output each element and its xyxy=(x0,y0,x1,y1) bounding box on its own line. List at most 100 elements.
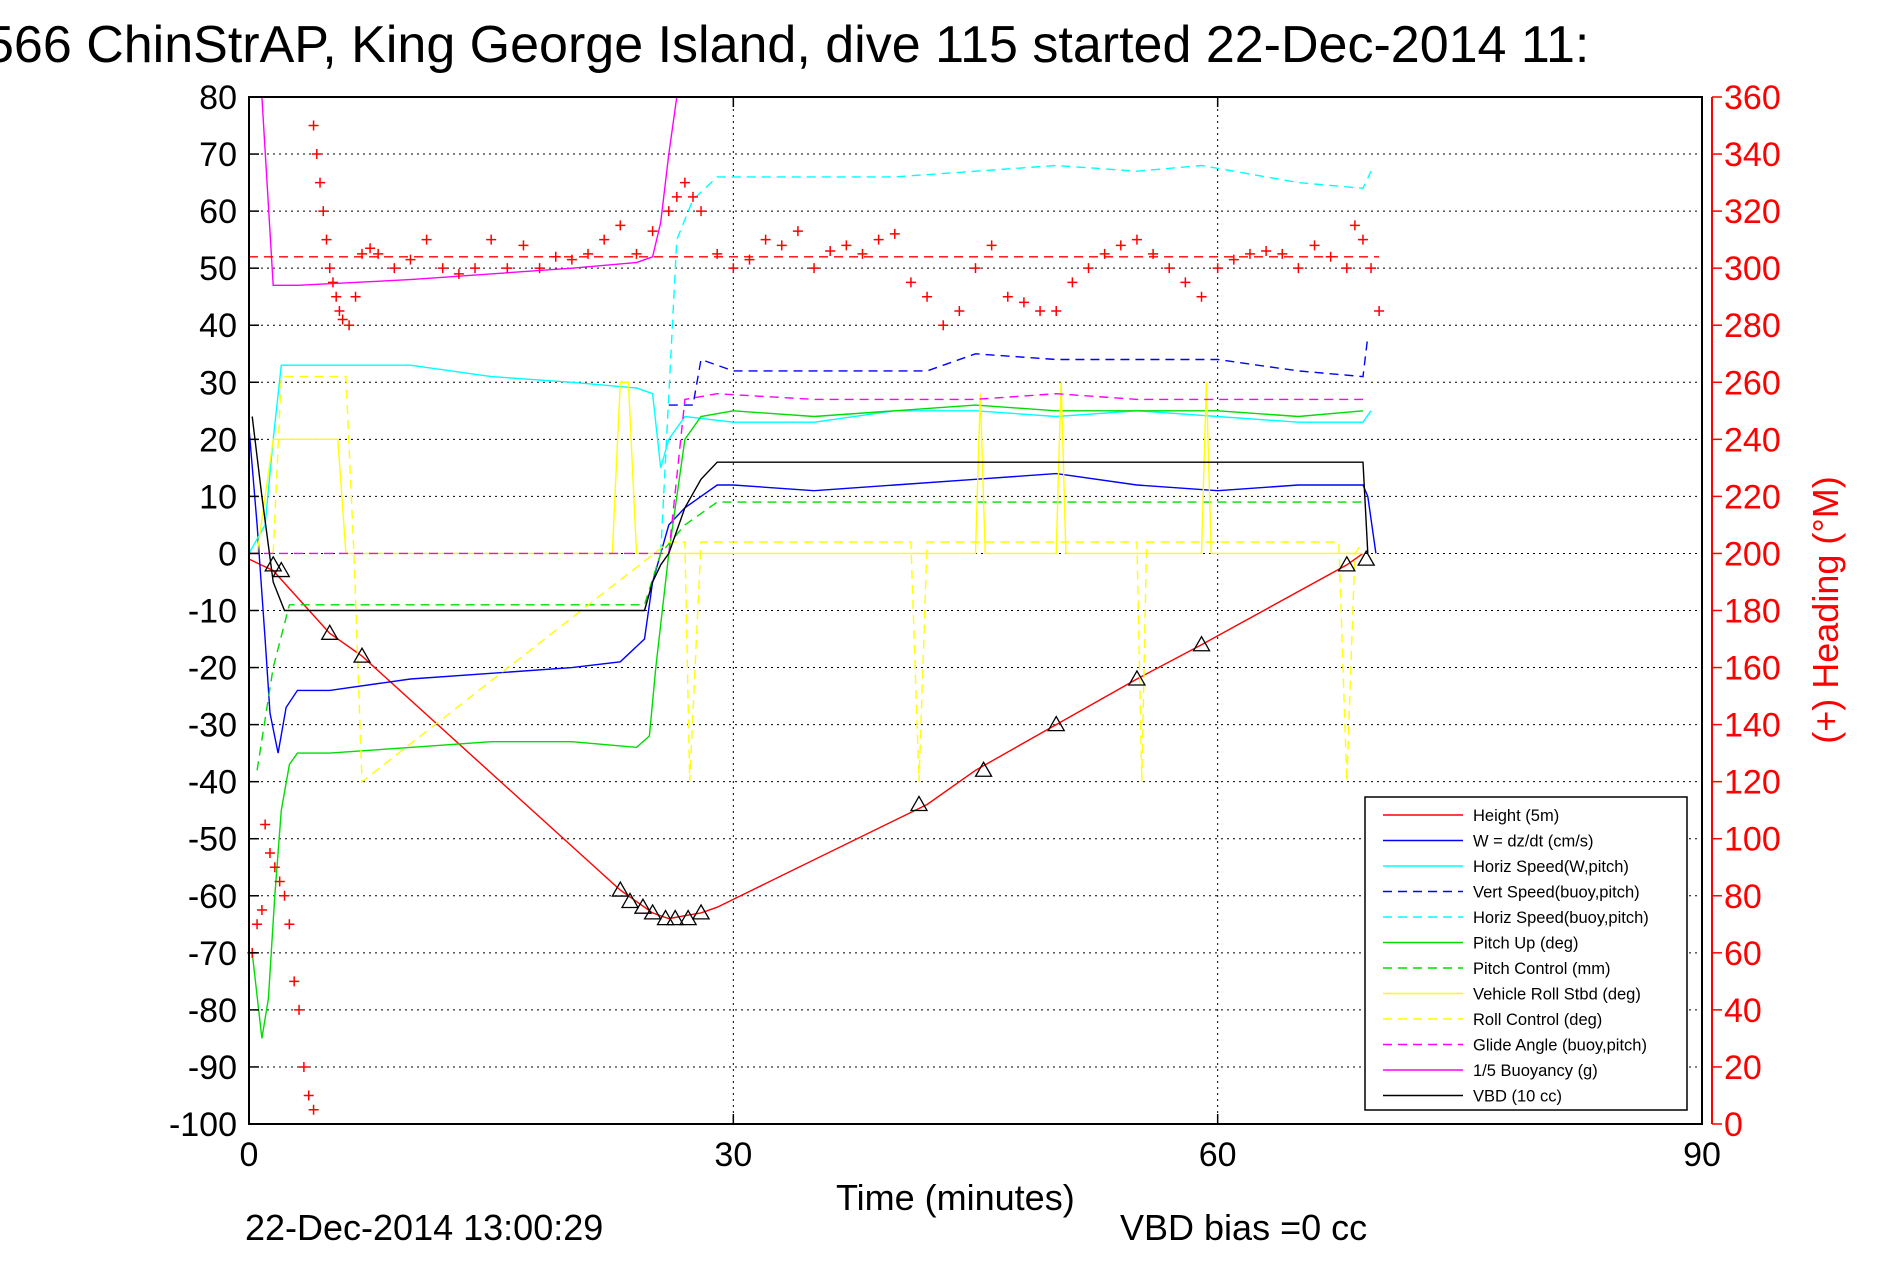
right-y-tick-label: 300 xyxy=(1724,250,1781,288)
y-tick-label: 10 xyxy=(199,478,237,516)
heading-marker xyxy=(389,263,400,274)
heading-marker xyxy=(486,234,497,245)
heading-marker xyxy=(1357,234,1368,245)
heading-marker xyxy=(289,976,300,987)
heading-marker xyxy=(350,291,361,302)
series-line-0 xyxy=(248,552,1364,920)
heading-marker xyxy=(986,240,997,251)
heading-marker xyxy=(437,263,448,274)
triangle-marker xyxy=(320,624,339,640)
heading-marker xyxy=(260,819,271,830)
series-line-10 xyxy=(261,96,678,286)
triangle-marker xyxy=(1127,669,1147,686)
y-tick-label: -60 xyxy=(188,878,237,916)
heading-marker xyxy=(1212,263,1223,274)
triangle-marker xyxy=(691,903,711,920)
y-tick-label: -40 xyxy=(188,764,237,802)
legend-box xyxy=(1364,796,1688,1111)
legend-entry-label: Roll Control (deg) xyxy=(1473,1011,1602,1029)
heading-marker xyxy=(269,862,280,873)
series-line-4 xyxy=(660,164,1372,554)
x-tick-label: 0 xyxy=(240,1136,259,1174)
heading-marker xyxy=(954,305,965,316)
heading-marker xyxy=(922,291,933,302)
heading-marker xyxy=(825,246,836,257)
heading-marker xyxy=(1228,254,1239,265)
heading-marker xyxy=(583,248,594,259)
triangle-marker xyxy=(974,760,993,777)
heading-marker xyxy=(303,1090,314,1101)
triangle-marker xyxy=(633,897,653,914)
triangle-marker xyxy=(1337,555,1356,572)
x-tick-label: 60 xyxy=(1199,1136,1237,1174)
heading-marker xyxy=(318,206,329,217)
heading-marker xyxy=(1180,277,1191,288)
heading-marker xyxy=(470,263,481,274)
y-tick-label: -20 xyxy=(188,650,237,688)
right-y-tick-label: 0 xyxy=(1724,1106,1743,1144)
heading-marker xyxy=(1196,291,1207,302)
triangle-marker xyxy=(620,892,640,909)
heading-marker xyxy=(334,305,345,316)
heading-marker xyxy=(1051,305,1062,316)
right-y-tick-label: 200 xyxy=(1724,535,1781,573)
triangle-marker xyxy=(1192,635,1211,652)
series-line-5 xyxy=(251,404,1364,1039)
triangle-marker xyxy=(656,909,675,926)
y-tick-label: -30 xyxy=(188,707,237,745)
y-tick-label: -10 xyxy=(188,593,237,631)
heading-marker xyxy=(1366,263,1377,274)
y-tick-label: 60 xyxy=(199,193,237,231)
heading-marker xyxy=(631,248,642,259)
heading-marker xyxy=(421,234,432,245)
right-y-tick-label: 80 xyxy=(1724,878,1762,916)
legend: Height (5m) W = dz/dt (cm/s) Horiz Speed(W… xyxy=(1364,796,1688,1111)
legend-entry-label: VBD (10 cc) xyxy=(1473,1088,1562,1106)
heading-marker xyxy=(889,228,900,239)
y-tick-label: 20 xyxy=(199,421,237,459)
heading-marker xyxy=(873,234,884,245)
heading-marker xyxy=(311,149,322,160)
heading-marker xyxy=(405,254,416,265)
legend-entry-label: Vehicle Roll Stbd (deg) xyxy=(1473,986,1641,1004)
right-y-tick-label: 340 xyxy=(1724,136,1781,174)
heading-marker xyxy=(534,263,545,274)
heading-marker xyxy=(324,263,335,274)
heading-marker xyxy=(792,226,803,237)
y-tick-label: 0 xyxy=(218,535,237,573)
heading-marker xyxy=(453,268,464,279)
y-tick-label: -80 xyxy=(188,992,237,1030)
heading-marker xyxy=(502,263,513,274)
heading-marker xyxy=(518,240,529,251)
heading-marker xyxy=(337,314,348,325)
right-axis-label: (+) Heading (°M) xyxy=(1805,476,1846,743)
triangle-marker xyxy=(643,903,662,920)
right-y-tick-label: 180 xyxy=(1724,593,1781,631)
heading-marker xyxy=(284,919,295,930)
heading-marker xyxy=(938,320,949,331)
heading-marker xyxy=(308,1104,319,1115)
heading-marker xyxy=(776,240,787,251)
heading-marker xyxy=(1018,297,1029,308)
y-tick-label: 50 xyxy=(199,250,237,288)
legend-entry-label: 1/5 Buoyancy (g) xyxy=(1473,1062,1598,1080)
heading-marker xyxy=(728,263,739,274)
series-layer xyxy=(248,96,1377,1039)
heading-marker xyxy=(647,226,658,237)
x-tick-label: 30 xyxy=(714,1136,752,1174)
series-line-11 xyxy=(251,416,1369,612)
y-tick-label: -70 xyxy=(188,935,237,973)
heading-marker xyxy=(1341,263,1352,274)
heading-marker xyxy=(1293,263,1304,274)
heading-marker xyxy=(841,240,852,251)
heading-marker xyxy=(373,248,384,259)
legend-entry-label: Horiz Speed(buoy,pitch) xyxy=(1473,909,1649,927)
series-line-9 xyxy=(249,392,1363,555)
y-tick-label: 70 xyxy=(199,136,237,174)
heading-marker xyxy=(687,191,698,202)
heading-marker xyxy=(599,234,610,245)
heading-marker xyxy=(294,1004,305,1015)
heading-marker xyxy=(321,234,332,245)
heading-marker xyxy=(344,320,355,331)
heading-marker xyxy=(1277,248,1288,259)
